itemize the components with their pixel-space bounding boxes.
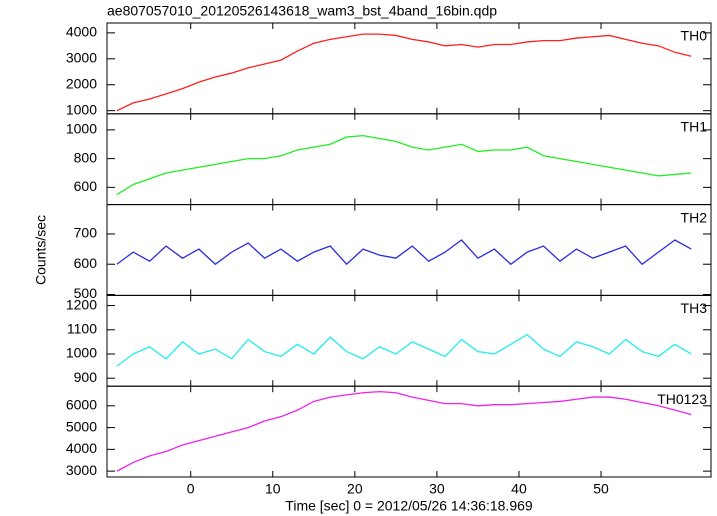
y-tick-label: 3000 bbox=[66, 462, 97, 478]
x-tick-label: 10 bbox=[265, 481, 281, 497]
y-tick-label: 900 bbox=[74, 369, 98, 385]
y-tick-label: 1200 bbox=[66, 296, 97, 312]
y-tick-label: 1000 bbox=[66, 345, 97, 361]
y-tick-label: 1100 bbox=[67, 320, 97, 336]
x-tick-label: 40 bbox=[511, 481, 527, 497]
y-tick-label: 4000 bbox=[66, 440, 97, 456]
series-label: TH0123 bbox=[657, 391, 707, 407]
chart-title: ae807057010_20120526143618_wam3_bst_4ban… bbox=[107, 3, 497, 19]
y-tick-label: 1000 bbox=[66, 101, 97, 117]
y-tick-label: 3000 bbox=[66, 50, 97, 66]
series-label: TH1 bbox=[681, 119, 708, 135]
y-tick-label: 2000 bbox=[66, 75, 97, 91]
series-label: TH0 bbox=[681, 28, 708, 44]
y-axis-label: Counts/sec bbox=[33, 215, 49, 285]
x-tick-label: 20 bbox=[347, 481, 363, 497]
y-tick-label: 4000 bbox=[66, 24, 97, 40]
y-tick-label: 1000 bbox=[66, 121, 97, 137]
y-tick-label: 600 bbox=[74, 255, 98, 271]
series-line bbox=[116, 134, 692, 196]
x-tick-label: 0 bbox=[187, 481, 195, 497]
series-label: TH2 bbox=[681, 209, 708, 225]
series-line bbox=[116, 333, 692, 367]
panel-frame bbox=[106, 385, 712, 478]
series-line bbox=[116, 33, 692, 112]
x-tick-label: 50 bbox=[593, 481, 609, 497]
y-tick-label: 6000 bbox=[66, 397, 97, 413]
x-tick-label: 30 bbox=[429, 481, 445, 497]
series-label: TH3 bbox=[681, 300, 708, 316]
series-line bbox=[116, 239, 692, 266]
series-line bbox=[116, 390, 692, 472]
y-tick-label: 800 bbox=[74, 149, 98, 165]
y-tick-label: 500 bbox=[74, 285, 98, 301]
panel-frame bbox=[106, 113, 712, 206]
y-tick-label: 5000 bbox=[66, 418, 97, 434]
y-tick-label: 700 bbox=[74, 225, 98, 241]
panel-frame bbox=[106, 22, 712, 115]
x-axis-label: Time [sec] 0 = 2012/05/26 14:36:18.969 bbox=[285, 498, 533, 514]
panel-frame bbox=[106, 294, 712, 387]
y-tick-label: 600 bbox=[74, 178, 98, 194]
